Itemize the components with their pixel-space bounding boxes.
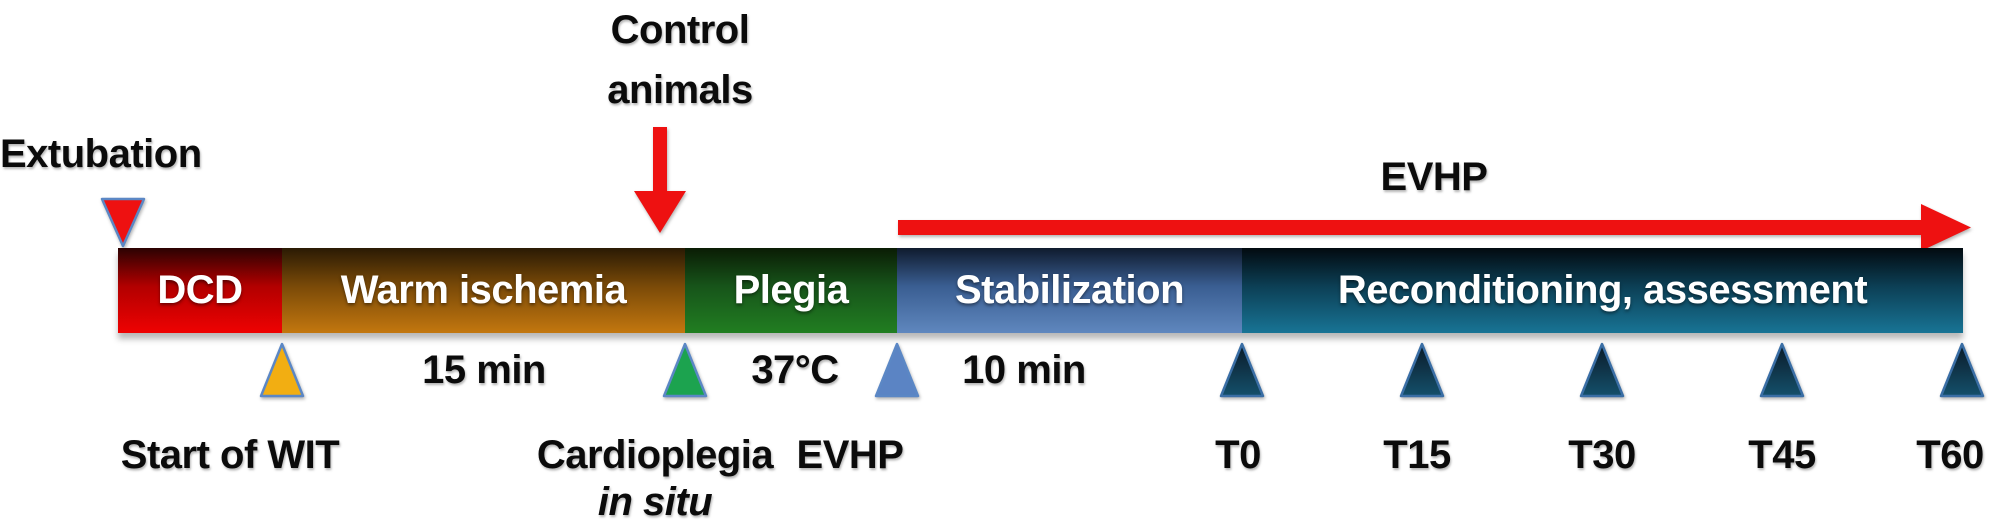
cardioplegia-label: Cardioplegia [536,433,774,477]
timepoint-t60-marker-icon [1939,342,1985,398]
evhp-marker-icon [874,342,920,398]
cardioplegia-in-situ-label: in situ [597,480,713,524]
phase-reconditioning: Reconditioning, assessment [1242,248,1963,333]
extubation-label: Extubation [0,132,202,176]
phase-reconditioning-label: Reconditioning, assessment [1337,268,1868,312]
timepoint-t0-marker-icon [1219,342,1265,398]
timepoint-t30-marker-icon [1579,342,1625,398]
phase-warm-ischemia-label: Warm ischemia [340,268,627,312]
timepoint-t15-marker-icon [1399,342,1445,398]
control-animals-line1: Control [610,8,750,52]
timeline-bar: DCD Warm ischemia Plegia Stabilization R… [118,248,1963,333]
phase-dcd: DCD [118,248,282,333]
start-of-wit-label: Start of WIT [120,433,340,477]
timepoint-t15-label: T15 [1383,433,1451,477]
cardioplegia-marker-icon [662,342,708,398]
stabilization-duration: 10 min [962,348,1086,392]
control-animals-line2: animals [607,68,753,112]
phase-plegia: Plegia [685,248,897,333]
timepoint-t45-marker-icon [1759,342,1805,398]
phase-plegia-label: Plegia [733,268,849,312]
phase-stabilization: Stabilization [897,248,1242,333]
control-animals-down-arrow-icon [634,127,686,233]
evhp-label: EVHP [796,433,904,477]
start-of-wit-marker-icon [259,342,305,398]
warm-ischemia-duration: 15 min [422,348,546,392]
plegia-temperature: 37°C [751,348,839,392]
phase-warm-ischemia: Warm ischemia [282,248,685,333]
evhp-right-arrow-icon [898,204,1971,251]
phase-dcd-label: DCD [157,268,243,312]
timepoint-t60-label: T60 [1916,433,1984,477]
timepoint-t45-label: T45 [1748,433,1816,477]
control-animals-label: Control animals [540,0,820,120]
phase-stabilization-label: Stabilization [954,268,1185,312]
evhp-arrow-label: EVHP [1380,155,1488,199]
timepoint-t30-label: T30 [1568,433,1636,477]
extubation-marker-icon [100,197,146,248]
timepoint-t0-label: T0 [1215,433,1261,477]
